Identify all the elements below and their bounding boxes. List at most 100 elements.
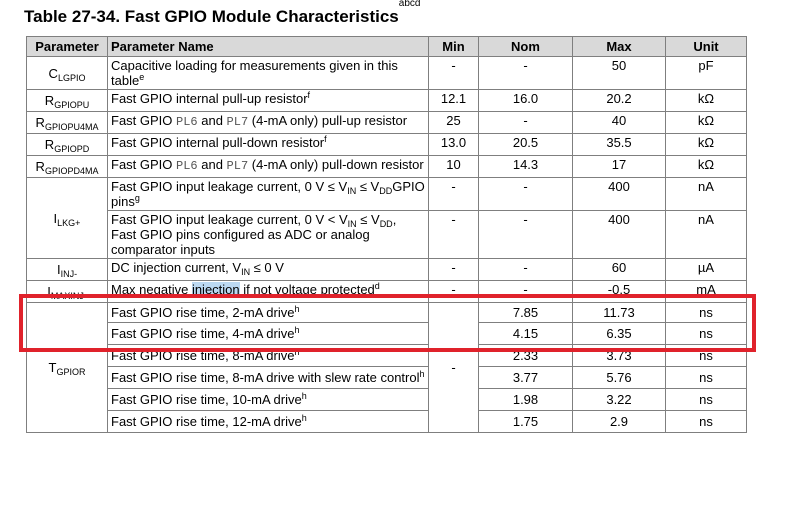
nom-value: 1.98 (478, 388, 573, 411)
nom-value: 1.75 (478, 410, 573, 433)
param-symbol: RGPIOPD (26, 133, 108, 156)
pin-name: PL7 (226, 115, 249, 129)
max-value: 400 (572, 210, 666, 259)
table-row: CLGPIO Capacitive loading for measuremen… (26, 56, 747, 90)
min-value: 25 (428, 111, 479, 134)
param-name: Fast GPIO input leakage current, 0 V ≤ V… (107, 177, 429, 211)
param-name: Max negative injection if not voltage pr… (107, 280, 429, 303)
header-nom: Nom (478, 36, 573, 57)
param-name: Fast GPIO input leakage current, 0 V < V… (107, 210, 429, 259)
param-name: Fast GPIO PL6 and PL7 (4-mA only) pull-u… (107, 111, 429, 134)
max-value: 17 (572, 155, 666, 178)
max-value: -0.5 (572, 280, 666, 303)
param-symbol: ILKG+ (26, 177, 108, 259)
param-name: Fast GPIO rise time, 10-mA driveh (107, 388, 429, 411)
min-value: - (428, 280, 479, 303)
param-name: DC injection current, VIN ≤ 0 V (107, 258, 429, 281)
table-row: RGPIOPU Fast GPIO internal pull-up resis… (26, 89, 747, 112)
nom-value: - (478, 258, 573, 281)
unit-value: mA (665, 280, 747, 303)
header-row: Parameter Parameter Name Min Nom Max Uni… (26, 36, 747, 57)
nom-value: 16.0 (478, 89, 573, 112)
pin-name: PL6 (176, 115, 198, 129)
param-name: Fast GPIO rise time, 8-mA driveh (107, 344, 429, 367)
header-unit: Unit (665, 36, 747, 57)
pin-name: PL6 (176, 159, 198, 173)
table-row: Fast GPIO rise time, 12-mA driveh 1.75 2… (27, 410, 747, 433)
table-row: TGPIOR Fast GPIO rise time, 2-mA driveh … (26, 302, 747, 433)
unit-value: kΩ (665, 133, 747, 156)
header-parameter-name: Parameter Name (107, 36, 429, 57)
min-value: - (428, 177, 479, 211)
param-symbol: RGPIOPU4MA (26, 111, 108, 134)
unit-value: nA (665, 177, 747, 211)
param-name: Fast GPIO PL6 and PL7 (4-mA only) pull-d… (107, 155, 429, 178)
header-parameter: Parameter (26, 36, 108, 57)
search-highlight: injection (191, 282, 240, 297)
min-value: - (428, 210, 479, 259)
table-row: RGPIOPU4MA Fast GPIO PL6 and PL7 (4-mA o… (26, 111, 747, 134)
param-symbol: RGPIOPD4MA (26, 155, 108, 178)
nom-value: - (478, 111, 573, 134)
unit-value: ns (665, 388, 747, 411)
min-value: - (428, 258, 479, 281)
unit-value: ns (665, 366, 747, 389)
header-max: Max (572, 36, 666, 57)
table-row: RGPIOPD4MA Fast GPIO PL6 and PL7 (4-mA o… (26, 155, 747, 178)
unit-value: kΩ (665, 111, 747, 134)
min-value: - (428, 302, 479, 433)
max-value: 20.2 (572, 89, 666, 112)
unit-value: µA (665, 258, 747, 281)
param-symbol: CLGPIO (26, 56, 108, 90)
unit-value: ns (665, 322, 747, 345)
max-value: 400 (572, 177, 666, 211)
table-row: Fast GPIO rise time, 4-mA driveh 4.15 6.… (27, 322, 747, 345)
max-value: 2.9 (572, 410, 666, 433)
table-row: IINJ- DC injection current, VIN ≤ 0 V - … (26, 258, 747, 281)
unit-value: kΩ (665, 89, 747, 112)
param-name: Fast GPIO rise time, 4-mA driveh (107, 322, 429, 345)
pin-name: PL7 (226, 159, 249, 173)
min-value: 13.0 (428, 133, 479, 156)
param-name: Fast GPIO rise time, 2-mA driveh (107, 302, 429, 323)
table-row: RGPIOPD Fast GPIO internal pull-down res… (26, 133, 747, 156)
param-symbol: RGPIOPU (26, 89, 108, 112)
table-title: Table 27-34. Fast GPIO Module Characteri… (24, 0, 421, 26)
max-value: 35.5 (572, 133, 666, 156)
nom-value: 4.15 (478, 322, 573, 345)
param-name: Fast GPIO internal pull-down resistorf (107, 133, 429, 156)
max-value: 3.22 (572, 388, 666, 411)
table-row: Fast GPIO rise time, 8-mA drive with sle… (27, 366, 747, 389)
unit-value: pF (665, 56, 747, 90)
nom-value: 20.5 (478, 133, 573, 156)
title-footnote: abcd (398, 0, 421, 9)
param-name: Capacitive loading for measurements give… (107, 56, 429, 90)
param-symbol: TGPIOR (26, 302, 108, 433)
min-value: 10 (428, 155, 479, 178)
unit-value: ns (665, 302, 747, 323)
param-name: Fast GPIO internal pull-up resistorf (107, 89, 429, 112)
header-min: Min (428, 36, 479, 57)
nom-value: 2.33 (478, 344, 573, 367)
table-row: Fast GPIO rise time, 8-mA driveh 2.33 3.… (27, 344, 747, 367)
param-name: Fast GPIO rise time, 8-mA drive with sle… (107, 366, 429, 389)
min-value: 12.1 (428, 89, 479, 112)
nom-value: - (478, 177, 573, 211)
max-value: 3.73 (572, 344, 666, 367)
table-row: Fast GPIO rise time, 10-mA driveh 1.98 3… (27, 388, 747, 411)
nom-value: - (478, 280, 573, 303)
max-value: 40 (572, 111, 666, 134)
nom-value: 7.85 (478, 302, 573, 323)
max-value: 60 (572, 258, 666, 281)
min-value: - (428, 56, 479, 90)
max-value: 50 (572, 56, 666, 90)
nom-value: 14.3 (478, 155, 573, 178)
unit-value: kΩ (665, 155, 747, 178)
nom-value: - (478, 210, 573, 259)
max-value: 6.35 (572, 322, 666, 345)
nom-value: - (478, 56, 573, 90)
table-row: ILKG+ Fast GPIO input leakage current, 0… (26, 177, 747, 259)
param-name: Fast GPIO rise time, 12-mA driveh (107, 410, 429, 433)
unit-value: ns (665, 344, 747, 367)
max-value: 11.73 (572, 302, 666, 323)
